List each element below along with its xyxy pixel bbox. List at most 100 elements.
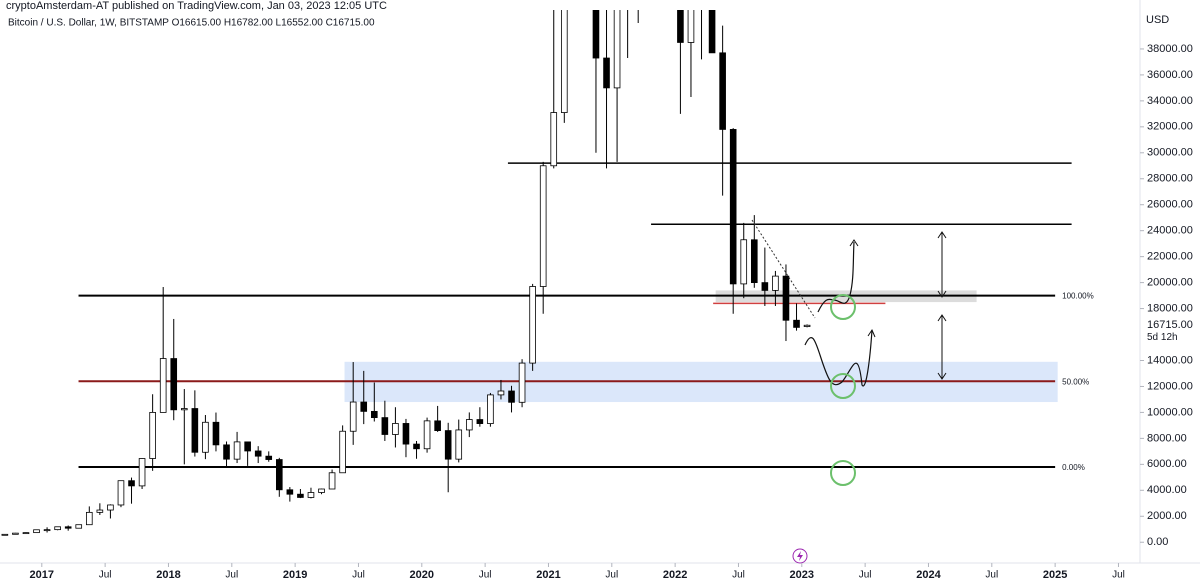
candle-body bbox=[96, 509, 104, 513]
level-label: 100.00% bbox=[1062, 292, 1094, 301]
trendline bbox=[751, 219, 816, 319]
candle-body bbox=[782, 275, 790, 321]
candle-body bbox=[286, 489, 294, 495]
candle-body bbox=[244, 441, 251, 452]
event-icon bbox=[797, 551, 803, 561]
candle-body bbox=[740, 239, 748, 285]
candle-body bbox=[275, 459, 283, 491]
x-tick-label: 2024 bbox=[916, 569, 941, 581]
y-tick-label: 8000.00 bbox=[1147, 432, 1187, 444]
candle-body bbox=[392, 423, 399, 435]
y-tick-label: 36000.00 bbox=[1147, 69, 1193, 81]
candle-body bbox=[328, 472, 336, 490]
x-tick-label: 2018 bbox=[156, 569, 180, 581]
candle-body bbox=[793, 319, 800, 328]
countdown: 5d 12h bbox=[1147, 332, 1178, 343]
x-tick-label: 2025 bbox=[1043, 569, 1067, 581]
drawings-back bbox=[78, 162, 1072, 468]
path-projection bbox=[817, 241, 855, 313]
candle-body bbox=[43, 529, 51, 532]
candle-body bbox=[33, 529, 40, 534]
candle-body bbox=[180, 408, 188, 411]
y-tick-label: 32000.00 bbox=[1147, 121, 1193, 133]
y-tick-label: 26000.00 bbox=[1147, 199, 1193, 211]
x-tick-label: Jul bbox=[479, 570, 492, 581]
y-tick-label: 38000.00 bbox=[1147, 43, 1193, 55]
path-projection bbox=[804, 329, 873, 387]
y-tick-label: 4000.00 bbox=[1147, 484, 1187, 496]
x-tick-label: 2017 bbox=[30, 569, 54, 581]
candle-body bbox=[402, 423, 410, 445]
event-icon bbox=[792, 548, 808, 564]
candle-body bbox=[191, 408, 199, 453]
x-tick-label: Jul bbox=[859, 570, 872, 581]
x-tick-label: 2020 bbox=[410, 569, 434, 581]
currency: USD bbox=[1146, 14, 1169, 26]
candle-body bbox=[307, 492, 315, 498]
candle-body bbox=[508, 390, 515, 403]
candle-body bbox=[518, 362, 526, 403]
candle-body bbox=[349, 401, 357, 432]
candle-body bbox=[592, 10, 600, 59]
candle-body bbox=[750, 239, 758, 284]
candle-body bbox=[22, 532, 30, 535]
candle-body bbox=[54, 526, 61, 531]
y-tick-label: 20000.00 bbox=[1147, 277, 1193, 289]
candle-body bbox=[625, 0, 631, 4]
candle-body bbox=[159, 358, 167, 413]
candle-body bbox=[560, 10, 568, 113]
candle-body bbox=[550, 112, 558, 167]
candle-body bbox=[107, 504, 114, 511]
candle-body bbox=[761, 282, 769, 291]
candle-body bbox=[677, 10, 684, 43]
y-tick-label: 14000.00 bbox=[1147, 354, 1193, 366]
candle-body bbox=[772, 275, 779, 291]
y-tick-label: 12000.00 bbox=[1147, 380, 1193, 392]
circle-marker bbox=[830, 460, 856, 486]
x-tick-label: Jul bbox=[225, 570, 238, 581]
y-tick-label: 18000.00 bbox=[1147, 302, 1193, 314]
candle-body bbox=[212, 421, 220, 446]
candle-body bbox=[465, 419, 473, 431]
candle-body bbox=[687, 10, 695, 43]
candle-body bbox=[233, 441, 241, 460]
x-tick-label: Jul bbox=[985, 570, 998, 581]
candle-body bbox=[487, 394, 494, 424]
candle-body bbox=[1, 533, 9, 536]
candle-body bbox=[381, 417, 389, 435]
candle-body bbox=[413, 443, 420, 450]
measure-arrow bbox=[937, 231, 947, 380]
candle-body bbox=[497, 390, 505, 396]
y-tick-label: 6000.00 bbox=[1147, 458, 1187, 470]
candle-body bbox=[339, 430, 346, 474]
drawings bbox=[751, 219, 947, 486]
x-tick-label: 2019 bbox=[283, 569, 307, 581]
candle-body bbox=[434, 420, 441, 431]
candle-body bbox=[64, 526, 72, 529]
candle-body bbox=[138, 458, 146, 487]
candle-body bbox=[202, 421, 209, 453]
x-tick-label: Jul bbox=[99, 570, 112, 581]
arrowhead bbox=[849, 239, 876, 338]
candle-body bbox=[223, 444, 230, 460]
candle-body bbox=[444, 430, 452, 460]
header: cryptoAmsterdam-AT published on TradingV… bbox=[6, 0, 387, 12]
x-tick-label: Jul bbox=[1112, 570, 1125, 581]
candle-body bbox=[360, 401, 368, 412]
x-tick-label: 2023 bbox=[790, 569, 814, 581]
candle-body bbox=[539, 165, 547, 287]
y-tick-label: 24000.00 bbox=[1147, 225, 1193, 237]
candle-body bbox=[613, 10, 621, 89]
candle-body bbox=[254, 450, 262, 457]
level-label: 0.00% bbox=[1062, 463, 1085, 472]
candle-body bbox=[75, 524, 83, 529]
y-tick-label: 10000.00 bbox=[1147, 406, 1193, 418]
y-tick-label: 28000.00 bbox=[1147, 173, 1193, 185]
x-tick-label: Jul bbox=[605, 570, 618, 581]
candle-body bbox=[603, 57, 610, 89]
candle-body bbox=[803, 324, 811, 327]
x-tick-label: Jul bbox=[732, 570, 745, 581]
circle-marker bbox=[830, 294, 856, 320]
level-label: 50.00% bbox=[1062, 377, 1089, 386]
